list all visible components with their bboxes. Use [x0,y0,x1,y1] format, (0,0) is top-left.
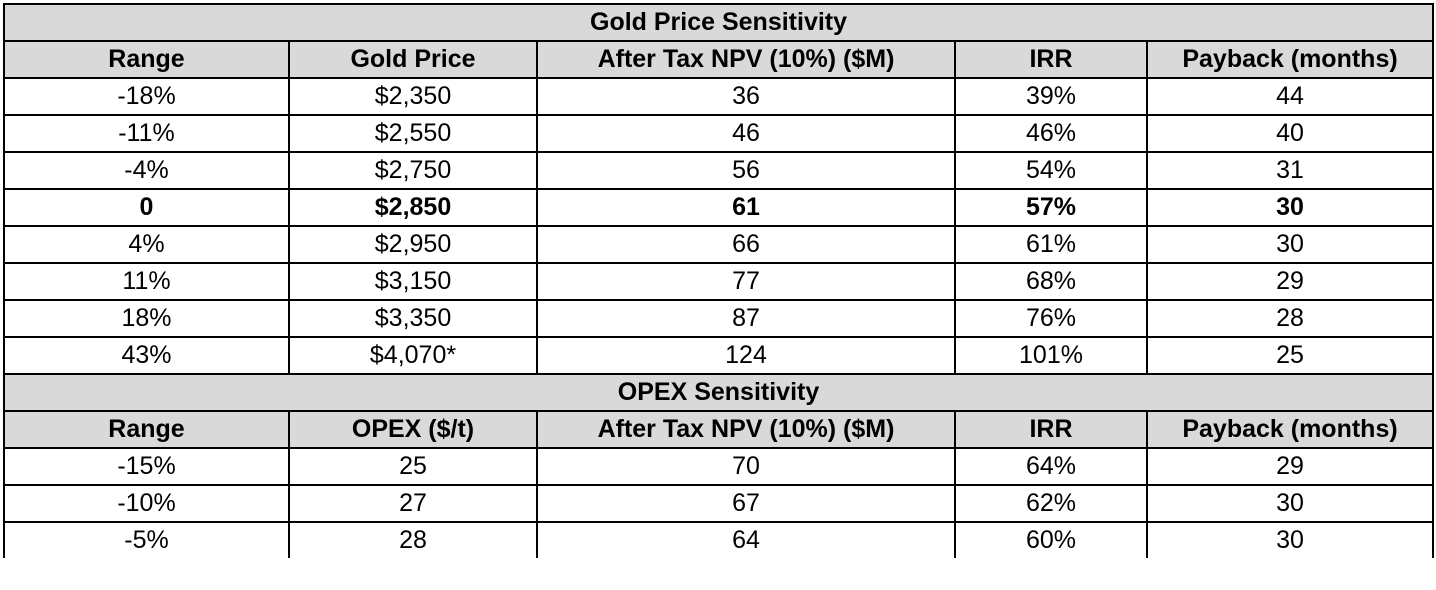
cell-npv: 77 [536,262,956,301]
cell-irr: 101% [954,336,1148,375]
cell-opex: 28 [288,521,538,558]
cell-gold-price: $2,550 [288,114,538,153]
gold-section-title-row: Gold Price Sensitivity [2,3,1435,42]
cell-payback: 29 [1145,447,1435,486]
cell-npv: 61 [536,188,956,227]
cell-range: 4% [3,225,290,264]
cell-payback: 30 [1145,484,1435,523]
header-irr: IRR [954,40,1148,79]
table-row: 18% $3,350 87 76% 28 [3,299,1435,338]
cell-range: 43% [3,336,290,375]
table-row: -10% 27 67 62% 30 [3,484,1435,523]
cell-payback: 31 [1145,151,1435,190]
cell-gold-price: $2,850 [288,188,538,227]
cell-npv: 124 [536,336,956,375]
cell-irr: 64% [954,447,1148,486]
table-row-base-case: 0 $2,850 61 57% 30 [3,188,1435,227]
cell-gold-price: $3,350 [288,299,538,338]
cell-range: 18% [3,299,290,338]
cell-payback: 28 [1145,299,1435,338]
cell-npv: 66 [536,225,956,264]
cell-npv: 67 [536,484,956,523]
cell-payback: 30 [1145,225,1435,264]
cell-npv: 87 [536,299,956,338]
cell-irr: 61% [954,225,1148,264]
table-row: -18% $2,350 36 39% 44 [3,77,1435,116]
cell-payback: 25 [1145,336,1435,375]
cell-range: -18% [3,77,290,116]
header-payback: Payback (months) [1145,40,1435,79]
header-payback: Payback (months) [1145,410,1435,449]
cell-irr: 57% [954,188,1148,227]
cell-payback: 30 [1145,521,1435,558]
cell-range: -11% [3,114,290,153]
cell-irr: 62% [954,484,1148,523]
header-opex: OPEX ($/t) [288,410,538,449]
opex-header-row: Range OPEX ($/t) After Tax NPV (10%) ($M… [3,410,1435,449]
table-row: 4% $2,950 66 61% 30 [3,225,1435,264]
opex-section-title-row: OPEX Sensitivity [2,373,1435,412]
cell-range: 0 [3,188,290,227]
opex-section-title: OPEX Sensitivity [2,373,1435,412]
gold-header-row: Range Gold Price After Tax NPV (10%) ($M… [3,40,1435,79]
cell-range: -10% [3,484,290,523]
header-gold-price: Gold Price [288,40,538,79]
cell-gold-price: $4,070* [288,336,538,375]
cell-irr: 60% [954,521,1148,558]
cell-irr: 68% [954,262,1148,301]
cell-irr: 39% [954,77,1148,116]
table-row: -5% 28 64 60% 30 [3,521,1435,558]
cell-irr: 76% [954,299,1148,338]
header-npv: After Tax NPV (10%) ($M) [536,40,956,79]
cell-gold-price: $2,950 [288,225,538,264]
cell-payback: 30 [1145,188,1435,227]
cell-payback: 40 [1145,114,1435,153]
cell-npv: 64 [536,521,956,558]
cell-range: 11% [3,262,290,301]
cell-range: -15% [3,447,290,486]
table-row: -11% $2,550 46 46% 40 [3,114,1435,153]
table-row: 11% $3,150 77 68% 29 [3,262,1435,301]
cell-npv: 46 [536,114,956,153]
header-irr: IRR [954,410,1148,449]
cell-npv: 70 [536,447,956,486]
cell-opex: 27 [288,484,538,523]
header-range: Range [3,410,290,449]
gold-section-title: Gold Price Sensitivity [2,3,1435,42]
cell-gold-price: $2,350 [288,77,538,116]
cell-gold-price: $3,150 [288,262,538,301]
cell-gold-price: $2,750 [288,151,538,190]
cell-opex: 25 [288,447,538,486]
sensitivity-table: Gold Price Sensitivity Range Gold Price … [2,3,1435,558]
cell-irr: 46% [954,114,1148,153]
header-npv: After Tax NPV (10%) ($M) [536,410,956,449]
header-range: Range [3,40,290,79]
cell-payback: 44 [1145,77,1435,116]
table-row: -15% 25 70 64% 29 [3,447,1435,486]
cell-range: -5% [3,521,290,558]
cell-npv: 36 [536,77,956,116]
table-row: -4% $2,750 56 54% 31 [3,151,1435,190]
cell-irr: 54% [954,151,1148,190]
table-row: 43% $4,070* 124 101% 25 [3,336,1435,375]
cell-range: -4% [3,151,290,190]
cell-npv: 56 [536,151,956,190]
cell-payback: 29 [1145,262,1435,301]
